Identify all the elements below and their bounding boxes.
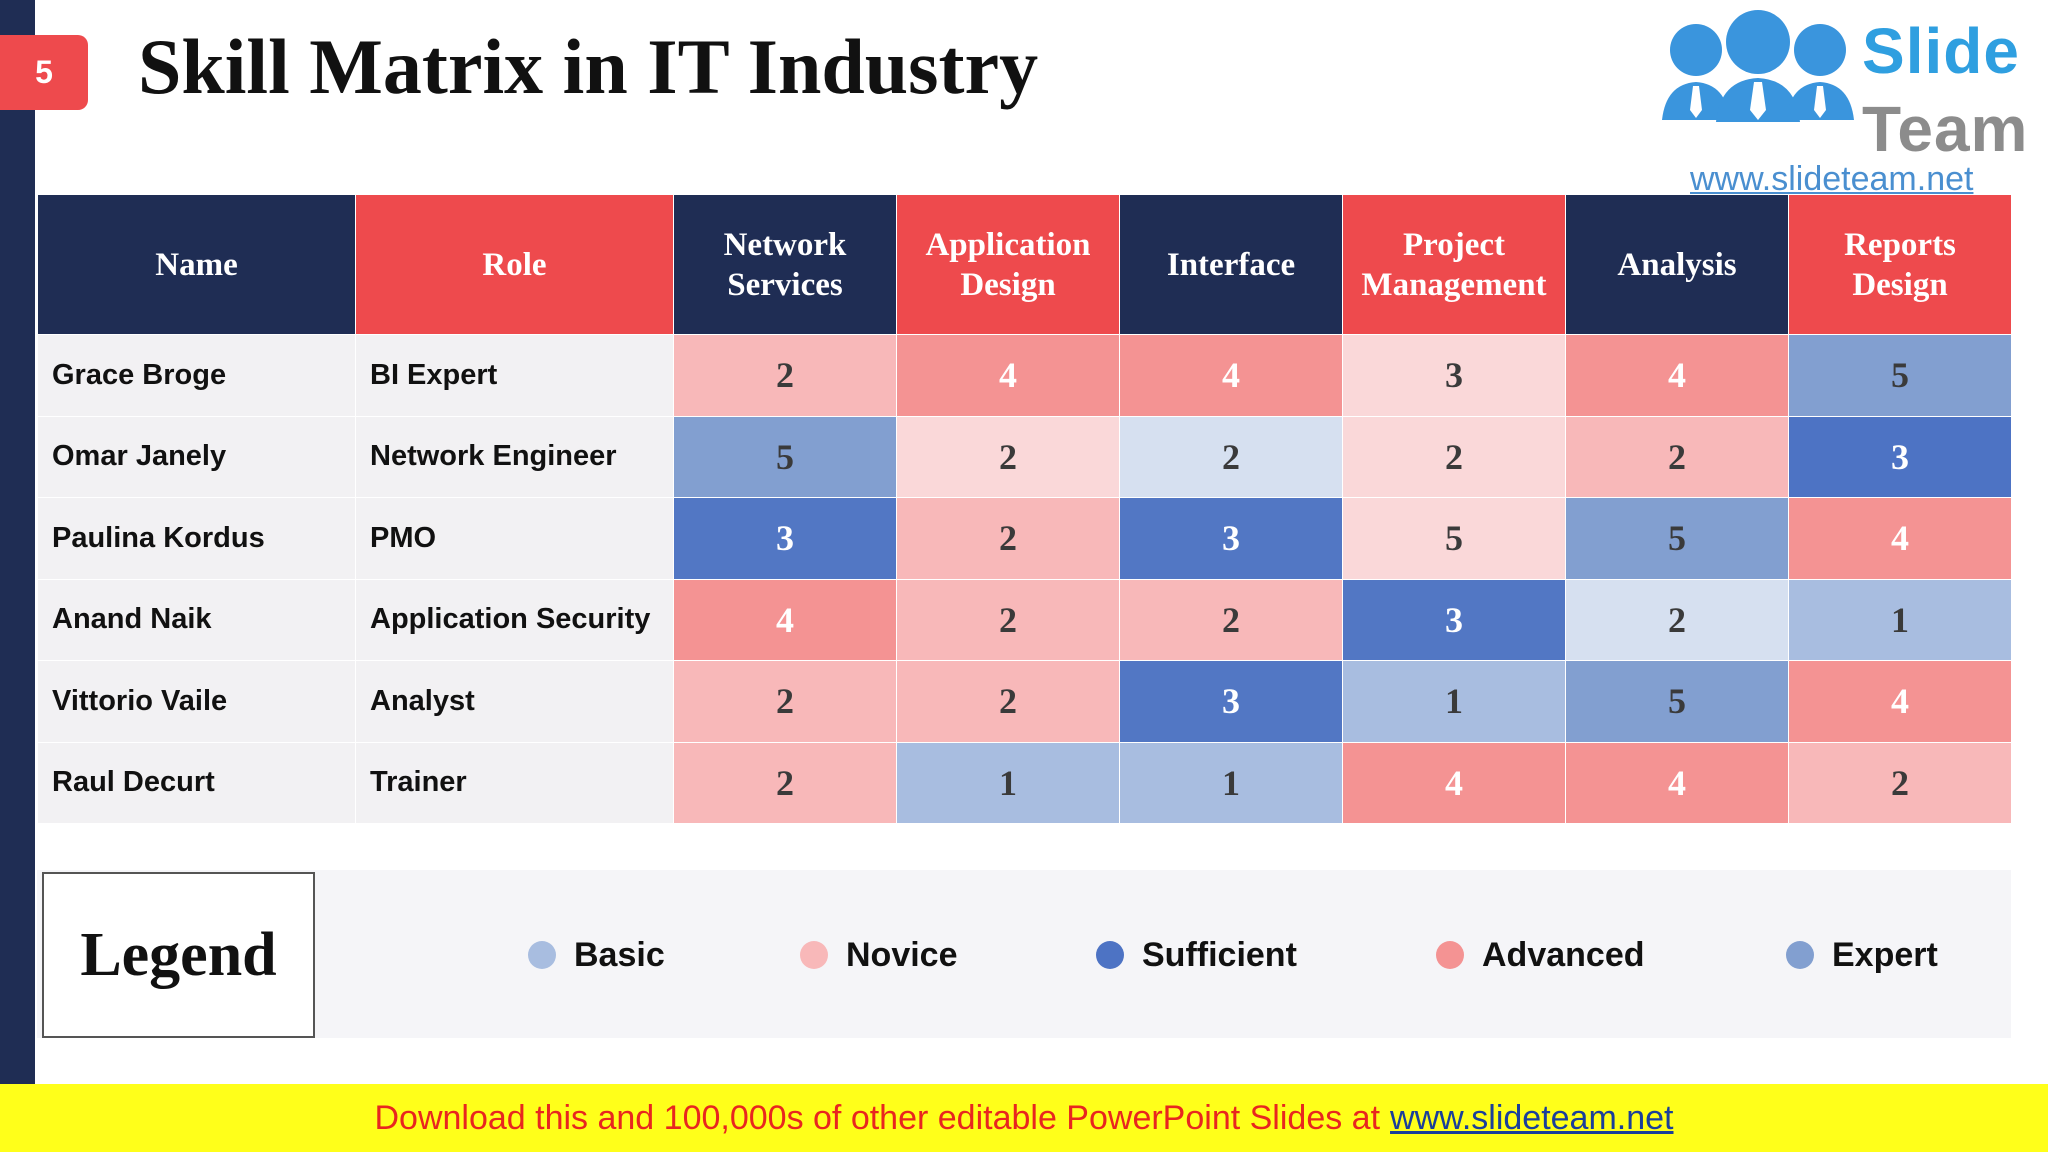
skill-score-cell: 5 — [1565, 497, 1789, 580]
skill-score-cell: 3 — [673, 497, 897, 580]
legend-title: Legend — [42, 872, 315, 1038]
table-row: Vittorio Vaile Analyst 2 2 3 1 5 4 — [37, 660, 2012, 743]
skill-score-cell: 4 — [673, 578, 897, 661]
legend-item-advanced: Advanced — [1436, 930, 1645, 980]
employee-role-cell: Network Engineer — [355, 415, 674, 498]
legend-band — [37, 870, 2011, 1038]
skill-score-cell: 2 — [896, 660, 1120, 743]
skill-score-cell: 1 — [1119, 741, 1343, 824]
skill-score-cell: 5 — [673, 415, 897, 498]
people-icon — [1662, 10, 1854, 122]
table-header-row: Name Role Network Services Application Desi… — [37, 194, 2012, 335]
legend-dot-icon — [1436, 941, 1464, 969]
skill-score-cell: 5 — [1342, 497, 1566, 580]
legend-item-sufficient: Sufficient — [1096, 930, 1297, 980]
logo-text-team: Team — [1862, 93, 2029, 165]
skill-score-cell: 1 — [896, 741, 1120, 824]
skill-score-cell: 2 — [673, 741, 897, 824]
legend-dot-icon — [1096, 941, 1124, 969]
employee-role-cell: BI Expert — [355, 334, 674, 417]
left-accent-bar — [0, 0, 35, 1084]
column-header: Role — [355, 194, 674, 335]
legend-label: Expert — [1832, 935, 1938, 974]
column-header: Project Management — [1342, 194, 1566, 335]
table-row: Paulina Kordus PMO 3 2 3 5 5 4 — [37, 497, 2012, 580]
skill-score-cell: 2 — [1119, 578, 1343, 661]
table-row: Grace Broge BI Expert 2 4 4 3 4 5 — [37, 334, 2012, 417]
skill-matrix-table: Name Role Network Services Application Desi… — [37, 194, 2012, 824]
column-header: Name — [37, 194, 356, 335]
skill-score-cell: 2 — [896, 415, 1120, 498]
footer-text: Download this and 100,000s of other edit… — [374, 1098, 1381, 1137]
employee-name-cell: Raul Decurt — [37, 741, 356, 824]
legend-item-novice: Novice — [800, 930, 958, 980]
column-header: Analysis — [1565, 194, 1789, 335]
skill-score-cell: 3 — [1119, 660, 1343, 743]
column-header: Network Services — [673, 194, 897, 335]
skill-score-cell: 5 — [1565, 660, 1789, 743]
skill-score-cell: 4 — [1565, 334, 1789, 417]
skill-score-cell: 5 — [1788, 334, 2012, 417]
skill-score-cell: 4 — [1788, 497, 2012, 580]
legend-dot-icon — [528, 941, 556, 969]
skill-score-cell: 1 — [1342, 660, 1566, 743]
employee-role-cell: Application Security — [355, 578, 674, 661]
skill-score-cell: 2 — [673, 660, 897, 743]
skill-score-cell: 2 — [1788, 741, 2012, 824]
legend-label: Sufficient — [1142, 935, 1297, 974]
employee-name-cell: Paulina Kordus — [37, 497, 356, 580]
legend-label: Advanced — [1482, 935, 1645, 974]
skill-score-cell: 4 — [1788, 660, 2012, 743]
employee-role-cell: Trainer — [355, 741, 674, 824]
skill-score-cell: 3 — [1788, 415, 2012, 498]
skill-score-cell: 2 — [1565, 578, 1789, 661]
skill-score-cell: 2 — [896, 578, 1120, 661]
skill-score-cell: 4 — [1342, 741, 1566, 824]
column-header: Interface — [1119, 194, 1343, 335]
employee-name-cell: Vittorio Vaile — [37, 660, 356, 743]
skill-score-cell: 2 — [1342, 415, 1566, 498]
employee-name-cell: Grace Broge — [37, 334, 356, 417]
skill-score-cell: 2 — [673, 334, 897, 417]
download-footer-banner: Download this and 100,000s of other edit… — [0, 1084, 2048, 1152]
legend-item-expert: Expert — [1786, 930, 1938, 980]
footer-link[interactable]: www.slideteam.net — [1390, 1098, 1674, 1137]
skill-score-cell: 4 — [1565, 741, 1789, 824]
page-title: Skill Matrix in IT Industry — [138, 23, 1039, 110]
table-row: Anand Naik Application Security 4 2 2 3 2 1 — [37, 578, 2012, 661]
column-header: Reports Design — [1788, 194, 2012, 335]
employee-role-cell: Analyst — [355, 660, 674, 743]
employee-role-cell: PMO — [355, 497, 674, 580]
skill-score-cell: 2 — [896, 497, 1120, 580]
skill-score-cell: 4 — [896, 334, 1120, 417]
table-row: Raul Decurt Trainer 2 1 1 4 4 2 — [37, 741, 2012, 824]
skill-score-cell: 3 — [1342, 334, 1566, 417]
employee-name-cell: Anand Naik — [37, 578, 356, 661]
skill-score-cell: 2 — [1565, 415, 1789, 498]
skill-score-cell: 3 — [1342, 578, 1566, 661]
logo-url-link[interactable]: www.slideteam.net — [1690, 160, 1974, 198]
legend-dot-icon — [800, 941, 828, 969]
slide-number-badge: 5 — [0, 35, 88, 110]
legend-item-basic: Basic — [528, 930, 665, 980]
logo-text-slide: Slide — [1862, 15, 2020, 87]
table-row: Omar Janely Network Engineer 5 2 2 2 2 3 — [37, 415, 2012, 498]
legend-label: Novice — [846, 935, 958, 974]
legend-dot-icon — [1786, 941, 1814, 969]
skill-score-cell: 3 — [1119, 497, 1343, 580]
legend-label: Basic — [574, 935, 665, 974]
skill-score-cell: 1 — [1788, 578, 2012, 661]
skill-score-cell: 2 — [1119, 415, 1343, 498]
skill-score-cell: 4 — [1119, 334, 1343, 417]
employee-name-cell: Omar Janely — [37, 415, 356, 498]
table-body: Grace Broge BI Expert 2 4 4 3 4 5 Omar Janely Net… — [37, 334, 2012, 824]
slideteam-logo[interactable]: Slide Team www.slideteam.net — [1640, 0, 2036, 198]
column-header: Application Design — [896, 194, 1120, 335]
